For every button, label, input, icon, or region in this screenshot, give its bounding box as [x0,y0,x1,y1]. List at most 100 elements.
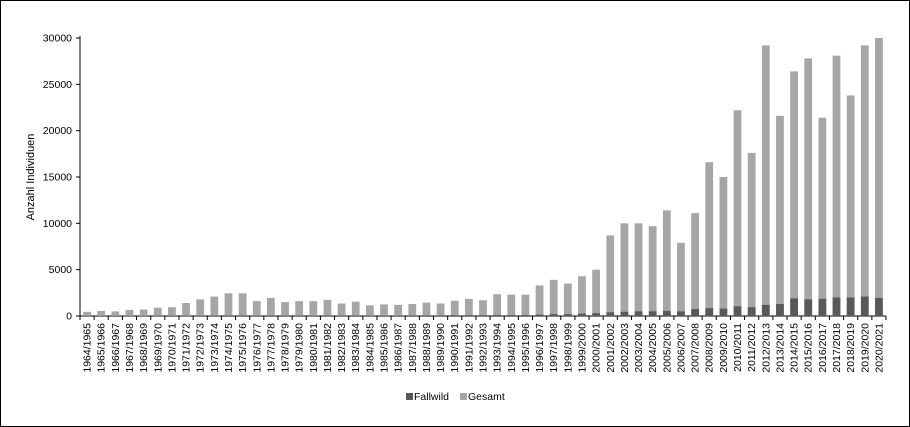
bar-gesamt [394,304,403,316]
bar-fallwild [662,310,671,316]
x-tick-label: 2000/2001 [591,323,603,373]
bar-gesamt [168,307,176,316]
x-tick-label: 1973/1974 [209,323,221,373]
x-tick-label: 2005/2006 [661,323,673,373]
x-tick-label: 1994/1995 [506,323,518,373]
bar-gesamt [507,294,516,316]
bar-fallwild [634,311,643,316]
y-tick-label: 25000 [43,79,72,91]
x-tick-label: 1982/1983 [336,323,348,373]
x-tick-label: 2009/2010 [718,323,730,373]
y-tick-label: 15000 [43,172,72,184]
bar-gesamt [267,297,275,316]
bar-gesamt [776,115,784,316]
x-tick-label: 1983/1984 [350,323,362,373]
bar-fallwild [578,313,586,316]
bar-gesamt [210,296,219,316]
x-tick-label: 2017/2018 [831,323,843,373]
bar-fallwild [450,315,459,316]
x-tick-label: 2003/2004 [633,323,645,373]
bar-fallwild [521,315,530,316]
x-tick-label: 1993/1994 [492,323,504,373]
bar-gesamt [422,302,431,316]
bar-gesamt [281,302,289,316]
bar-fallwild [705,308,714,316]
bar-fallwild [563,314,572,316]
bar-gesamt [592,269,601,316]
bar-gesamt [818,117,827,317]
bar-fallwild [464,315,473,316]
x-tick-label: 1990/1991 [449,323,461,373]
x-tick-label: 2004/2005 [647,323,659,373]
y-tick-label: 10000 [43,218,72,230]
x-tick-label: 1992/1993 [478,323,490,373]
x-tick-label: 1970/1971 [166,323,178,373]
bar-gesamt [747,152,756,316]
bar-fallwild [832,297,841,316]
bar-gesamt [521,294,530,316]
bar-fallwild [747,307,756,316]
x-tick-label: 1979/1980 [294,323,306,373]
x-tick-label: 1975/1976 [237,323,249,373]
bar-gesamt [479,300,487,316]
x-tick-label: 1981/1982 [322,323,334,373]
y-axis: 0 5000 10000 15000 20000 25000 30000 [43,33,81,323]
bar-gesamt [493,294,502,316]
bar-fallwild [761,304,770,316]
legend-swatch-gesamt [460,393,467,400]
bar-fallwild [592,313,601,316]
bar-gesamt [875,38,883,316]
bar-fallwild [606,312,615,316]
x-tick-label: 2020/2021 [873,323,885,373]
x-axis: 1964/1965 1965/1966 1966/1967 1967/1968 1968… [79,315,887,373]
y-tick-label: 5000 [49,264,73,276]
bar-gesamt [648,226,657,316]
bar-fallwild [776,303,784,316]
bar-gesamt [719,177,728,316]
bar-gesamt [450,300,459,316]
x-tick-label: 2008/2009 [704,323,716,373]
legend-label-gesamt: Gesamt [468,391,505,403]
bar-fallwild [804,299,813,316]
bar-gesamt [578,276,586,316]
x-tick-label: 1986/1987 [393,323,405,373]
bar-gesamt [125,309,134,316]
x-tick-label: 2015/2016 [803,323,815,373]
bar-gesamt [535,285,544,316]
y-tick-label: 0 [66,311,72,323]
x-tick-label: 1967/1968 [124,323,136,373]
bar-fallwild [790,298,798,316]
x-tick-label: 1964/1965 [82,323,94,373]
x-tick-label: 2010/2011 [732,323,744,372]
bar-fallwild [691,309,699,316]
y-axis-label: Anzahl Individuen [25,134,37,221]
x-tick-label: 2012/2013 [760,323,772,373]
bar-gesamt [295,301,304,316]
bar-gesamt [238,293,247,316]
bar-gesamt [846,95,855,316]
bar-gesamt [111,311,120,316]
bar-gesamt [97,310,106,316]
bar-gesamt [464,298,473,316]
bar-gesamt [620,223,629,316]
bar-gesamt [351,301,360,316]
bar-fallwild [846,297,855,316]
bar-gesamt [380,304,388,316]
bar-gesamt [365,305,374,316]
x-tick-label: 1971/1972 [181,323,193,373]
bar-gesamt [323,299,332,316]
bar-gesamt [860,45,869,317]
x-tick-label: 1980/1981 [308,323,320,373]
bar-fallwild [549,314,558,316]
bar-fallwild [677,311,685,316]
bar-gesamt [634,223,643,316]
bar-gesamt [139,309,148,316]
bar-fallwild [733,306,742,316]
x-tick-label: 1978/1979 [280,323,292,373]
x-tick-label: 1996/1997 [534,323,546,373]
x-tick-label: 1991/1992 [463,323,475,373]
bar-fallwild [493,315,502,316]
x-tick-label: 1966/1967 [110,323,122,373]
